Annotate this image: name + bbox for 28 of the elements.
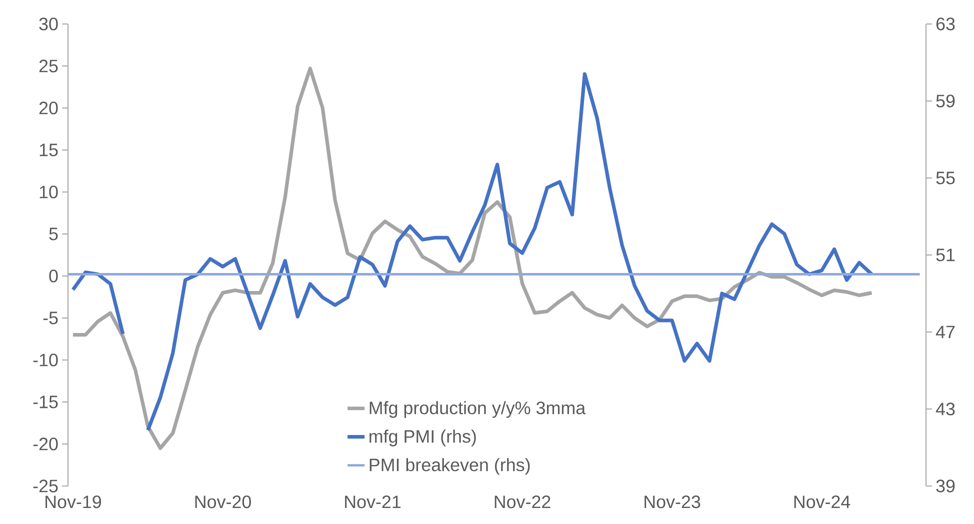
y2-tick-label: 39: [936, 480, 955, 492]
y-tick-label: 25: [39, 60, 58, 72]
x-tick-label: Nov-24: [794, 496, 850, 508]
x-tick-label: Nov-19: [46, 496, 102, 508]
y-tick-label: -5: [43, 312, 58, 324]
y2-tick-label: 59: [936, 94, 955, 108]
legend-label: PMI breakeven (rhs): [370, 458, 530, 475]
x-tick-label: Nov-20: [195, 496, 251, 508]
y-tick-label: 0: [49, 270, 58, 282]
y-tick-label: -25: [33, 480, 58, 492]
legend-label: Mfg production y/y% 3mma: [370, 401, 586, 418]
y2-tick-label: 47: [936, 326, 955, 338]
y-tick-label: 15: [40, 144, 58, 156]
y-tick-label: -15: [33, 396, 58, 408]
y-tick-label: 30: [39, 18, 58, 30]
y2-tick-label: 51: [936, 248, 955, 262]
y2-tick-label: 43: [936, 402, 955, 416]
y-tick-label: 10: [40, 186, 58, 198]
y2-tick-label: 63: [936, 18, 955, 30]
x-tick-label: Nov-21: [345, 496, 401, 508]
y2-tick-label: 55: [936, 172, 955, 184]
y-tick-label: -10: [33, 354, 58, 366]
x-tick-label: Nov-23: [644, 496, 700, 508]
x-tick-label: Nov-22: [494, 496, 550, 508]
y-tick-label: 20: [39, 102, 58, 114]
y-tick-label: -20: [33, 438, 58, 450]
legend-label: mfg PMI (rhs): [370, 430, 476, 446]
y-tick-label: 5: [49, 228, 58, 240]
